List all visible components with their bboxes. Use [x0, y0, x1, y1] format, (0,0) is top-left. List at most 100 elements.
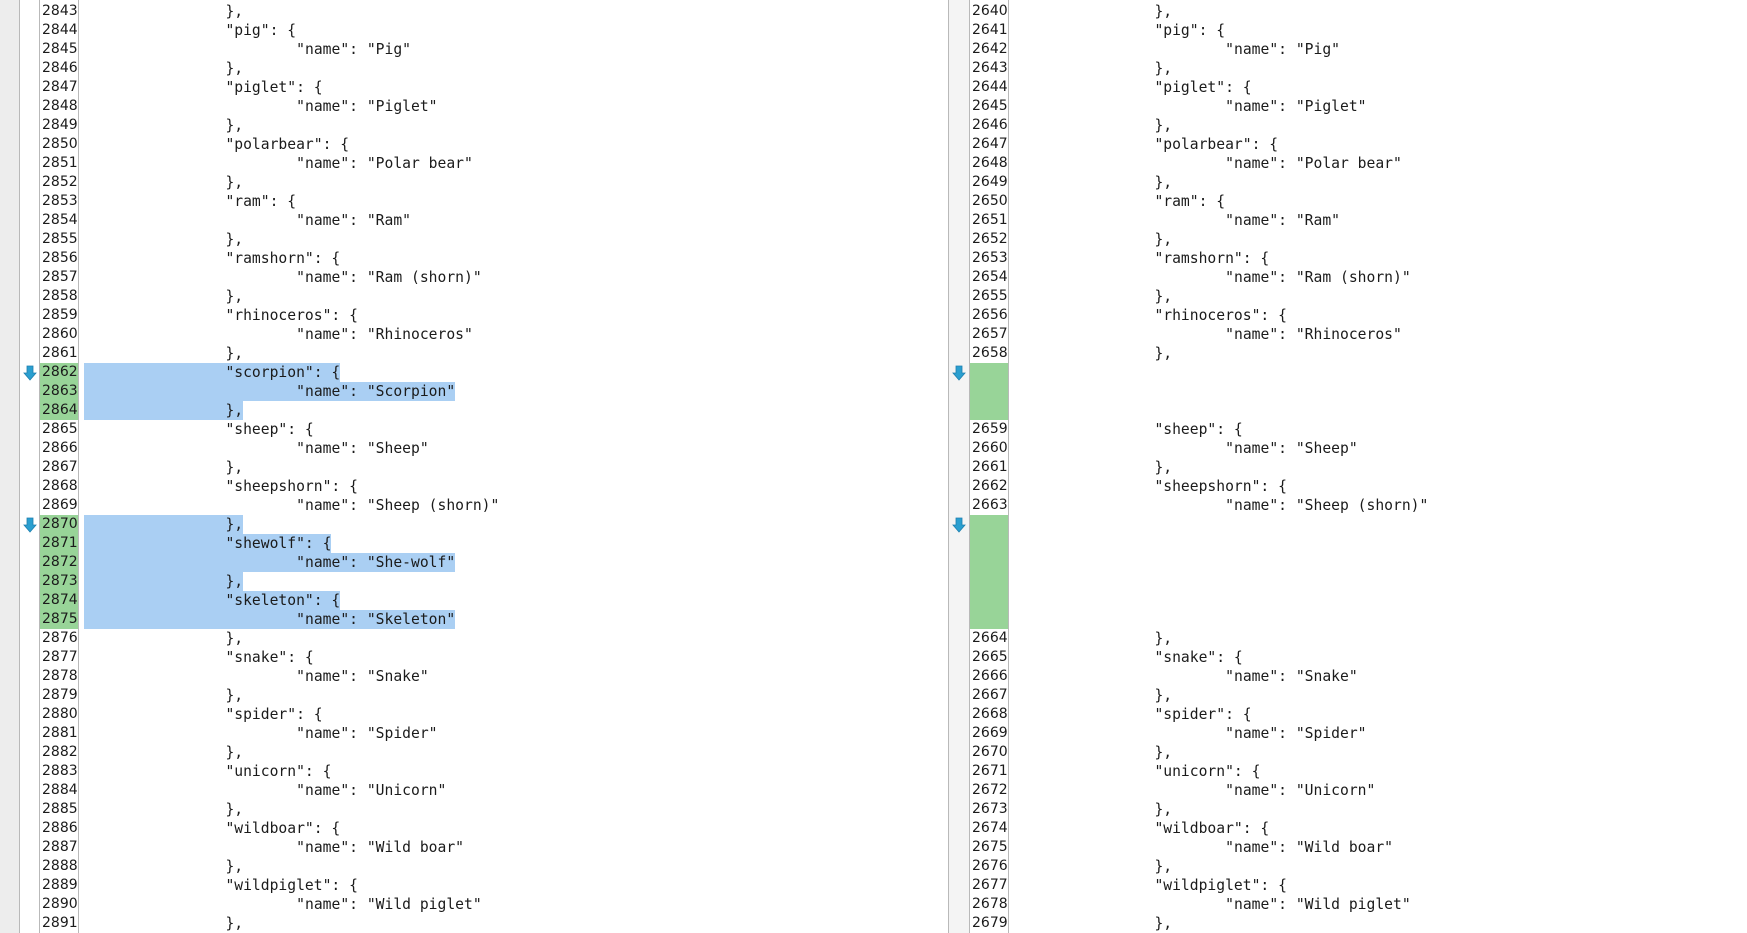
code-line[interactable]: }, [225, 231, 244, 248]
code-line[interactable]: "ramshorn": { [1154, 250, 1270, 267]
code-line[interactable]: }, [225, 345, 244, 362]
code-line[interactable]: }, [225, 117, 244, 134]
code-line[interactable]: "name": "Wild piglet" [296, 896, 482, 913]
code-line[interactable]: "ram": { [225, 193, 297, 210]
code-line[interactable]: "wildpiglet": { [1154, 877, 1287, 894]
code-line[interactable]: }, [225, 288, 244, 305]
code-line[interactable]: "name": "Sheep (shorn)" [1225, 497, 1429, 514]
arrow-down-icon[interactable] [952, 365, 966, 381]
code-line[interactable]: "unicorn": { [225, 763, 332, 780]
code-line[interactable]: }, [225, 687, 244, 704]
code-line[interactable]: "name": "Polar bear" [1225, 155, 1402, 172]
code-line[interactable]: "wildboar": { [1154, 820, 1270, 837]
left-diff-pane[interactable]: 2843}, 2844 "pig": {2845 "name": "Pig" 2846}… [0, 0, 948, 933]
code-line[interactable]: "name": "Wild piglet" [1225, 896, 1411, 913]
code-line[interactable]: "rhinoceros": { [1154, 307, 1287, 324]
code-line[interactable]: "polarbear": { [1154, 136, 1279, 153]
code-line[interactable]: }, [1154, 3, 1173, 20]
code-line[interactable]: "ram": { [1154, 193, 1226, 210]
code-line[interactable]: }, [1154, 117, 1173, 134]
changed-code-line[interactable]: }, [84, 401, 244, 420]
line-number: 2674 [972, 820, 1008, 836]
code-line[interactable]: }, [1154, 630, 1173, 647]
code-line[interactable]: }, [225, 630, 244, 647]
code-line[interactable]: "name": "Spider" [1225, 725, 1367, 742]
arrow-down-icon[interactable] [23, 517, 37, 533]
code-line[interactable]: "sheep": { [225, 421, 314, 438]
code-line[interactable]: "name": "Unicorn" [296, 782, 447, 799]
code-line[interactable]: "name": "Piglet" [296, 98, 438, 115]
code-line[interactable]: "snake": { [1154, 649, 1243, 666]
code-line[interactable]: "name": "Sheep" [296, 440, 429, 457]
changed-code-line[interactable]: "scorpion": { [84, 363, 341, 382]
changed-code-line[interactable]: }, [84, 572, 244, 591]
right-diff-pane[interactable]: 2640}, 2641 "pig": {2642 "name": "Pig" 2643}… [949, 0, 1747, 933]
code-line[interactable]: "name": "Ram" [296, 212, 411, 229]
code-line[interactable]: }, [225, 744, 244, 761]
code-line[interactable]: "name": "Wild boar" [1225, 839, 1393, 856]
code-line[interactable]: "snake": { [225, 649, 314, 666]
code-line[interactable]: "sheep": { [1154, 421, 1243, 438]
code-line[interactable]: "name": "Ram (shorn)" [1225, 269, 1411, 286]
code-line[interactable]: "wildpiglet": { [225, 877, 358, 894]
code-line[interactable]: "name": "Ram (shorn)" [296, 269, 482, 286]
code-line[interactable]: }, [225, 174, 244, 191]
line-number: 2869 [42, 497, 78, 513]
code-line[interactable]: "name": "Ram" [1225, 212, 1340, 229]
code-line[interactable]: }, [225, 858, 244, 875]
line-number: 2646 [972, 117, 1008, 133]
code-line[interactable]: "name": "Sheep" [1225, 440, 1358, 457]
code-line[interactable]: "ramshorn": { [225, 250, 341, 267]
code-line[interactable]: }, [1154, 345, 1173, 362]
code-line[interactable]: "spider": { [1154, 706, 1252, 723]
code-line[interactable]: }, [1154, 288, 1173, 305]
code-line[interactable]: "name": "Piglet" [1225, 98, 1367, 115]
code-line[interactable]: "pig": { [225, 22, 297, 39]
pane-divider[interactable] [948, 0, 949, 933]
code-line[interactable]: "piglet": { [1154, 79, 1252, 96]
code-line[interactable]: }, [1154, 801, 1173, 818]
changed-code-line[interactable]: "shewolf": { [84, 534, 332, 553]
code-line[interactable]: }, [1154, 858, 1173, 875]
code-line[interactable]: "piglet": { [225, 79, 323, 96]
code-line[interactable]: }, [1154, 459, 1173, 476]
code-line[interactable]: }, [225, 3, 244, 20]
code-line[interactable]: }, [225, 60, 244, 77]
code-line[interactable]: "name": "Snake" [296, 668, 429, 685]
changed-code-line[interactable]: "name": "Skeleton" [84, 610, 456, 629]
code-line[interactable]: "wildboar": { [225, 820, 341, 837]
code-line[interactable]: }, [1154, 687, 1173, 704]
code-line[interactable]: "name": "Spider" [296, 725, 438, 742]
code-line[interactable]: }, [225, 459, 244, 476]
code-line[interactable]: }, [225, 915, 244, 932]
changed-code-line[interactable]: "skeleton": { [84, 591, 341, 610]
code-line[interactable]: "name": "Unicorn" [1225, 782, 1376, 799]
code-line[interactable]: "sheepshorn": { [225, 478, 358, 495]
code-line[interactable]: }, [1154, 174, 1173, 191]
arrow-down-icon[interactable] [23, 365, 37, 381]
arrow-down-icon[interactable] [952, 517, 966, 533]
code-line[interactable]: }, [1154, 744, 1173, 761]
code-line[interactable]: "name": "Rhinoceros" [296, 326, 473, 343]
code-line[interactable]: "name": "Snake" [1225, 668, 1358, 685]
changed-code-line[interactable]: "name": "She-wolf" [84, 553, 456, 572]
code-line[interactable]: }, [225, 801, 244, 818]
code-line[interactable]: "polarbear": { [225, 136, 350, 153]
code-line[interactable]: "spider": { [225, 706, 323, 723]
changed-code-line[interactable]: }, [84, 515, 244, 534]
code-line[interactable]: "name": "Wild boar" [296, 839, 464, 856]
code-line[interactable]: "unicorn": { [1154, 763, 1261, 780]
code-line[interactable]: "sheepshorn": { [1154, 478, 1287, 495]
code-line[interactable]: }, [1154, 60, 1173, 77]
code-line[interactable]: "pig": { [1154, 22, 1226, 39]
code-line[interactable]: "name": "Pig" [296, 41, 411, 58]
code-line[interactable]: "name": "Sheep (shorn)" [296, 497, 500, 514]
code-line[interactable]: "rhinoceros": { [225, 307, 358, 324]
code-line[interactable]: }, [1154, 231, 1173, 248]
code-line[interactable]: "name": "Polar bear" [296, 155, 473, 172]
code-line[interactable]: "name": "Pig" [1225, 41, 1340, 58]
changed-code-line[interactable]: "name": "Scorpion" [84, 382, 456, 401]
code-line[interactable]: }, [1154, 915, 1173, 932]
left-overview-strip[interactable] [0, 0, 20, 933]
code-line[interactable]: "name": "Rhinoceros" [1225, 326, 1402, 343]
